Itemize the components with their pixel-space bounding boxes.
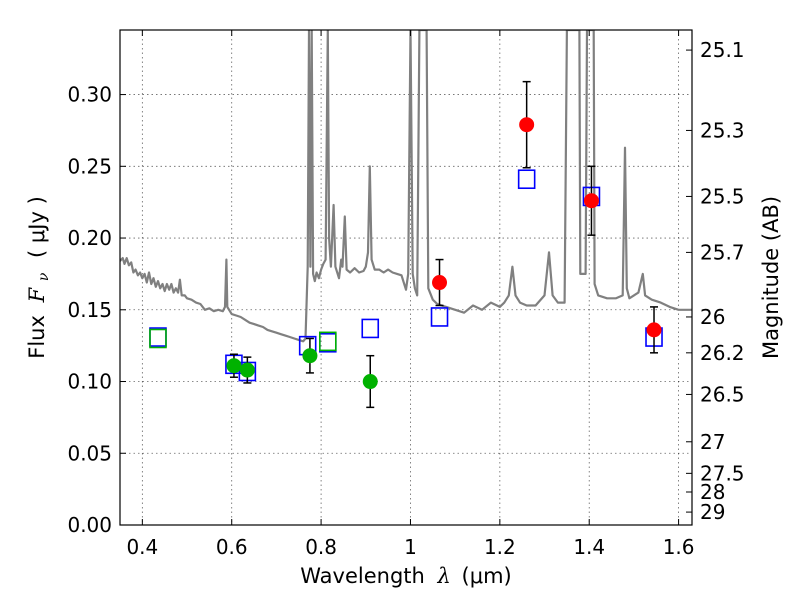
y2-tick-label: 25.5 bbox=[700, 184, 745, 208]
y2-tick-label: 26.2 bbox=[700, 341, 745, 365]
y2-axis-label: Magnitude (AB) bbox=[759, 196, 783, 359]
observed-point-green bbox=[302, 348, 318, 364]
y2-tick-label: 25.1 bbox=[700, 38, 745, 62]
x-tick-label: 0.8 bbox=[305, 535, 337, 559]
y2-tick-label: 28 bbox=[700, 480, 725, 504]
observed-point-green bbox=[239, 362, 255, 378]
y2-tick-label: 26 bbox=[700, 305, 725, 329]
model-photometry-square bbox=[430, 307, 449, 327]
plot-area bbox=[120, 30, 692, 409]
y-tick-label: 0.00 bbox=[67, 513, 112, 537]
x-tick-label: 0.4 bbox=[126, 535, 158, 559]
y2-tick-label: 25.3 bbox=[700, 118, 745, 142]
x-tick-label: 0.6 bbox=[216, 535, 248, 559]
photometry-square-green bbox=[149, 328, 167, 349]
y-axis-label: Flux F ν ( μJy ) bbox=[25, 196, 53, 359]
x-tick-label: 1.2 bbox=[484, 535, 516, 559]
model-photometry-square bbox=[149, 327, 167, 347]
axes: 0.4 0.6 0.8 1 1.2 1.4 1.6 0.00 0.05 0.10 0.15 0.20 0… bbox=[67, 30, 745, 559]
y-tick-label: 0.15 bbox=[67, 298, 112, 322]
y2-tick-label: 27 bbox=[700, 430, 725, 454]
axis-labels: Wavelength λ (μm) Flux F ν ( μJy ) Magni… bbox=[25, 196, 783, 588]
model-photometry-square bbox=[361, 318, 380, 339]
model-spectrum-line bbox=[120, 30, 692, 343]
model-photometry-square bbox=[517, 169, 536, 190]
y-tick-label: 0.05 bbox=[67, 441, 112, 465]
y-tick-label: 0.25 bbox=[67, 154, 112, 178]
photometry-square-green bbox=[318, 331, 337, 352]
x-axis-label: Wavelength λ (μm) bbox=[300, 564, 511, 588]
observed-point-green bbox=[362, 374, 378, 390]
observed-point-red bbox=[583, 193, 599, 209]
observed-point-red bbox=[432, 275, 448, 291]
observed-point-red bbox=[519, 117, 535, 133]
observed-point-green bbox=[226, 358, 242, 374]
grid bbox=[120, 30, 692, 525]
model-photometry-square bbox=[318, 332, 337, 353]
y2-tick-label: 27.5 bbox=[700, 461, 745, 485]
y-tick-label: 0.10 bbox=[67, 370, 112, 394]
y2-tick-label: 26.5 bbox=[700, 382, 745, 406]
y-tick-label: 0.30 bbox=[67, 83, 112, 107]
y-tick-label: 0.20 bbox=[67, 226, 112, 250]
x-tick-label: 1.6 bbox=[663, 535, 695, 559]
plot-frame bbox=[119, 29, 693, 526]
y2-tick-label: 29 bbox=[700, 500, 725, 524]
y2-tick-label: 25.7 bbox=[700, 240, 745, 264]
x-tick-label: 1.4 bbox=[573, 535, 605, 559]
observed-point-red bbox=[646, 322, 662, 338]
x-tick-label: 1 bbox=[404, 535, 417, 559]
